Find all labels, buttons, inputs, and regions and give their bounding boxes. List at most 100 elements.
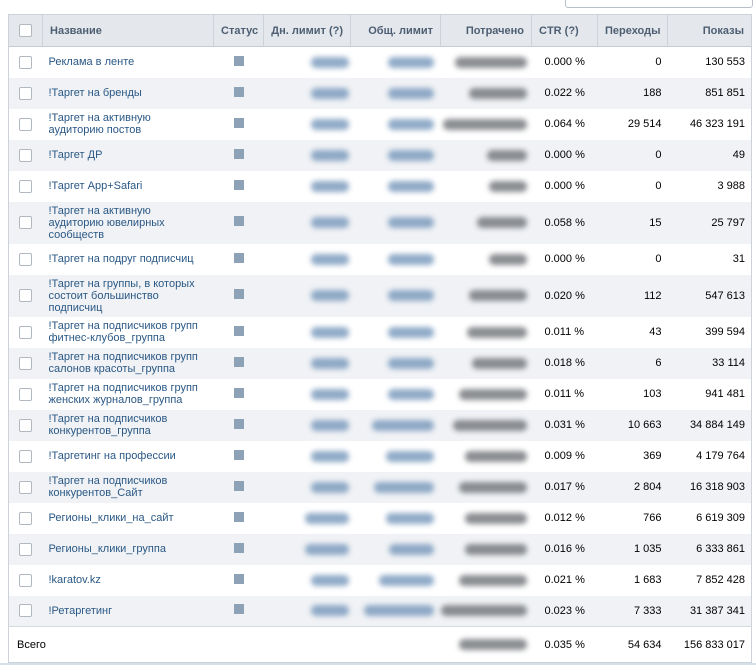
daily-limit-value-blurred[interactable] — [310, 450, 349, 462]
row-checkbox[interactable] — [19, 216, 33, 229]
daily-limit-value-blurred[interactable] — [310, 357, 349, 369]
row-checkbox[interactable] — [19, 86, 33, 100]
campaign-name-link[interactable]: !Таргет на подписчиков конкурентов_групп… — [48, 413, 168, 437]
row-checkbox[interactable] — [19, 387, 33, 401]
daily-limit-value-blurred[interactable] — [310, 326, 349, 338]
row-checkbox[interactable] — [19, 604, 33, 618]
campaign-name-link[interactable]: Реклама в ленте — [48, 56, 135, 69]
column-header-daily-limit[interactable]: Дн. лимит (?) — [263, 14, 351, 47]
spent-value-blurred — [486, 149, 527, 161]
daily-limit-value-blurred[interactable] — [310, 388, 349, 400]
campaign-name-link[interactable]: !Таргет App+Safari — [48, 180, 143, 192]
daily-limit-value-blurred[interactable] — [310, 87, 349, 99]
total-limit-value-blurred[interactable] — [388, 543, 434, 555]
column-header-impressions[interactable]: Показы — [667, 14, 752, 47]
daily-limit-value-blurred[interactable] — [310, 574, 349, 586]
row-checkbox[interactable] — [19, 55, 33, 69]
row-checkbox[interactable] — [19, 573, 33, 587]
impressions-value: 31 387 341 — [667, 595, 752, 627]
table-row: !Таргет на подруг подписчиц 0.000 % 0 31 — [9, 244, 752, 275]
campaign-name-link[interactable]: !Таргет на подписчиков конкурентов_Сайт — [48, 475, 168, 499]
spent-value-blurred — [464, 450, 527, 462]
row-checkbox[interactable] — [19, 148, 33, 162]
row-checkbox[interactable] — [19, 325, 33, 339]
campaign-name-link[interactable]: !Таргет на подписчиков групп женских жур… — [48, 382, 198, 406]
daily-limit-value-blurred[interactable] — [310, 419, 349, 431]
total-limit-value-blurred[interactable] — [387, 87, 434, 99]
campaign-name-link[interactable]: !Таргет на бренды — [48, 87, 142, 99]
total-limit-value-blurred[interactable] — [387, 326, 434, 338]
row-checkbox[interactable] — [19, 179, 33, 193]
spent-value-blurred — [466, 326, 527, 338]
campaign-name-link[interactable]: !Ретаргетинг — [48, 604, 113, 617]
total-limit-value-blurred[interactable] — [387, 290, 434, 301]
daily-limit-value-blurred[interactable] — [310, 56, 349, 68]
daily-limit-value-blurred[interactable] — [310, 149, 349, 161]
campaign-name-link[interactable]: !Таргет ДР — [48, 149, 103, 161]
status-stopped-square-icon — [233, 179, 244, 190]
ctr-value: 0.022 % — [531, 77, 598, 109]
daily-limit-value-blurred[interactable] — [310, 217, 349, 228]
row-checkbox[interactable] — [19, 289, 33, 302]
daily-limit-value-blurred[interactable] — [310, 290, 349, 301]
total-limit-value-blurred[interactable] — [378, 574, 434, 586]
column-header-name[interactable]: Название — [42, 14, 214, 47]
total-limit-value-blurred[interactable] — [373, 481, 434, 493]
table-row: Реклама в ленте 0.000 % 0 130 553 — [9, 47, 752, 78]
campaign-name-link[interactable]: !Таргет на активную аудиторию ювелирных … — [48, 204, 165, 241]
impressions-value: 941 481 — [705, 388, 745, 400]
column-header-total-limit[interactable]: Общ. лимит — [350, 14, 441, 47]
column-header-spent[interactable]: Потрачено — [440, 14, 532, 47]
campaign-name-link[interactable]: !Таргет на подписчиков групп фитнес-клуб… — [48, 320, 198, 344]
total-limit-value-blurred[interactable] — [371, 419, 434, 431]
table-row: !Таргетинг на профессии 0.009 % 369 4 17… — [9, 441, 752, 472]
table-row: !Таргет на активную аудиторию ювелирных … — [8, 201, 752, 244]
total-limit-value-blurred[interactable] — [387, 118, 434, 130]
clicks-value: 15 — [597, 201, 668, 244]
total-limit-value-blurred[interactable] — [385, 450, 434, 462]
daily-limit-value-blurred[interactable] — [310, 118, 349, 130]
column-header-ctr[interactable]: CTR (?) — [531, 14, 598, 47]
daily-limit-value-blurred[interactable] — [310, 481, 349, 493]
total-limit-value-blurred[interactable] — [387, 217, 434, 228]
campaign-name-link[interactable]: !Таргет на подписчиков групп салонов кра… — [48, 351, 198, 375]
column-header-status[interactable]: Статус — [213, 14, 264, 47]
total-limit-value-blurred[interactable] — [387, 388, 434, 400]
daily-limit-value-blurred[interactable] — [304, 512, 349, 524]
daily-limit-value-blurred[interactable] — [310, 253, 349, 265]
campaign-name-link[interactable]: !Таргетинг на профессии — [48, 450, 176, 462]
row-checkbox[interactable] — [19, 480, 33, 494]
clicks-value: 2 804 — [597, 471, 668, 503]
status-stopped-square-icon — [233, 542, 244, 553]
row-checkbox[interactable] — [19, 542, 33, 556]
campaign-name-link[interactable]: Регионы_клики_на_сайт — [48, 512, 174, 524]
status-stopped-square-icon — [233, 325, 244, 336]
daily-limit-value-blurred[interactable] — [310, 180, 349, 192]
total-limit-value-blurred[interactable] — [387, 149, 434, 161]
spent-value-blurred — [452, 419, 527, 431]
total-spent-value-blurred — [458, 639, 527, 650]
total-limit-value-blurred[interactable] — [385, 512, 434, 524]
total-limit-value-blurred[interactable] — [363, 605, 434, 617]
daily-limit-value-blurred[interactable] — [310, 605, 349, 617]
row-checkbox[interactable] — [19, 356, 33, 370]
row-checkbox[interactable] — [19, 418, 33, 432]
row-checkbox[interactable] — [19, 117, 33, 131]
daily-limit-value-blurred[interactable] — [304, 543, 349, 555]
table-row: !Таргет на подписчиков групп салонов кра… — [8, 347, 752, 379]
top-search-input-cutoff[interactable] — [565, 0, 753, 8]
row-checkbox[interactable] — [19, 252, 33, 266]
column-header-clicks[interactable]: Переходы — [597, 14, 668, 47]
total-limit-value-blurred[interactable] — [387, 180, 434, 192]
total-limit-value-blurred[interactable] — [387, 56, 434, 68]
campaign-name-link[interactable]: Регионы_клики_группа — [48, 543, 166, 555]
row-checkbox[interactable] — [19, 449, 33, 463]
campaign-name-link[interactable]: !Таргет на группы, в которых состоит бол… — [48, 277, 195, 314]
campaign-name-link[interactable]: !karatov.kz — [48, 574, 101, 586]
campaign-name-link[interactable]: !Таргет на подруг подписчиц — [48, 253, 194, 265]
row-checkbox[interactable] — [19, 511, 33, 525]
campaign-name-link[interactable]: !Таргет на активную аудиторию постов — [48, 112, 151, 136]
total-limit-value-blurred[interactable] — [387, 253, 434, 265]
total-limit-value-blurred[interactable] — [387, 357, 434, 369]
select-all-checkbox[interactable] — [19, 24, 32, 37]
